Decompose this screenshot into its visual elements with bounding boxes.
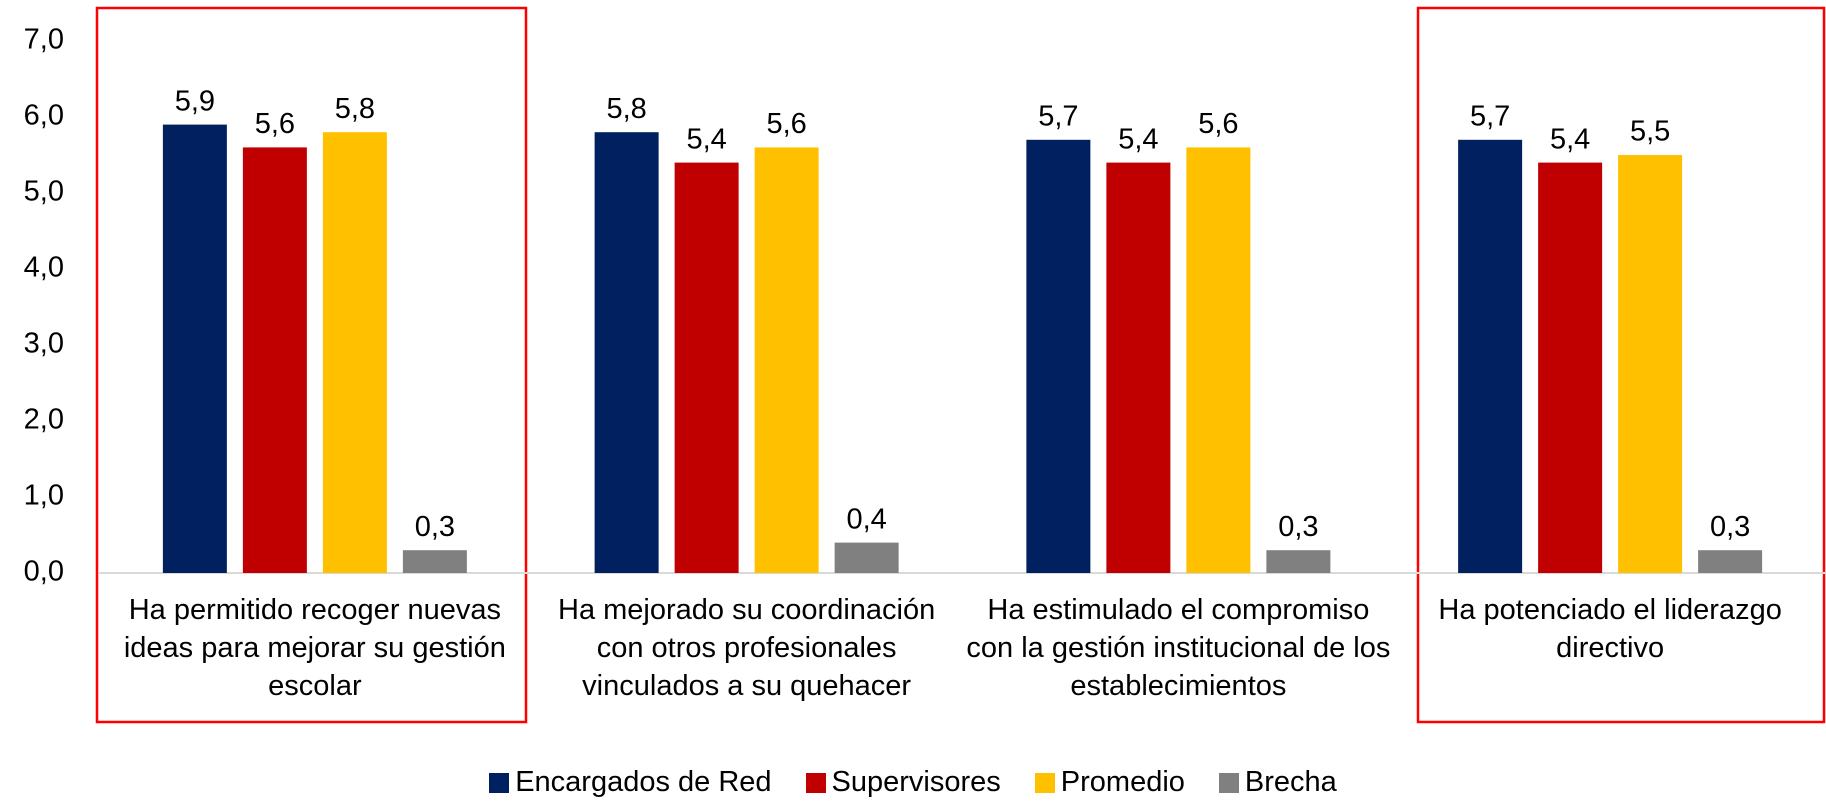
bar [242, 147, 307, 573]
x-tick-label-box: Ha mejorado su coordinación con otros pr… [558, 594, 936, 702]
legend-item: Supervisores [805, 766, 1001, 799]
data-label: 5,9 [175, 85, 215, 117]
data-label: 5,7 [1470, 100, 1510, 132]
y-tick-label: 2,0 [24, 404, 64, 436]
bar [674, 162, 739, 573]
x-tick-label-box: Ha permitido recoger nuevas ideas para m… [123, 594, 506, 702]
data-label: 5,7 [1038, 100, 1078, 132]
legend-swatch [489, 772, 510, 793]
x-tick-label: Ha potenciado el liderazgo directivo [1438, 594, 1782, 664]
data-label: 5,8 [335, 93, 375, 125]
legend-swatch [1218, 772, 1239, 793]
y-tick-label: 7,0 [24, 24, 64, 56]
bar [1186, 147, 1251, 573]
legend-item: Promedio [1034, 766, 1185, 799]
x-tick-label: Ha mejorado su coordinación con otros pr… [558, 594, 936, 702]
highlight-box [1416, 6, 1826, 724]
legend-item: Brecha [1218, 766, 1337, 799]
legend-label: Brecha [1244, 766, 1337, 798]
legend-swatch [1034, 772, 1055, 793]
y-tick-label: 1,0 [24, 480, 64, 512]
x-tick-label: Ha estimulado el compromiso con la gesti… [966, 594, 1391, 702]
x-tick-label-box: Ha estimulado el compromiso con la gesti… [966, 594, 1391, 702]
bar [1698, 550, 1763, 573]
legend-label: Promedio [1060, 766, 1185, 798]
bar [322, 132, 387, 573]
bar [1458, 139, 1523, 574]
data-label: 0,3 [1710, 511, 1750, 543]
y-tick-label: 0,0 [24, 556, 64, 588]
bar [594, 132, 659, 573]
data-label: 5,6 [766, 108, 806, 140]
x-tick-label-box: Ha potenciado el liderazgo directivo [1438, 594, 1782, 664]
data-label: 5,4 [1550, 123, 1590, 155]
bar [1538, 162, 1603, 573]
data-label: 0,3 [1278, 511, 1318, 543]
y-tick-label: 5,0 [24, 176, 64, 208]
bar [1026, 139, 1091, 574]
data-label: 0,3 [415, 511, 455, 543]
data-label: 5,4 [686, 123, 726, 155]
legend-item: Encargados de Red [489, 766, 772, 799]
y-tick-label: 4,0 [24, 252, 64, 284]
data-label: 5,6 [1198, 108, 1238, 140]
legend-label: Encargados de Red [515, 766, 772, 798]
data-label: 0,4 [846, 503, 886, 535]
data-label: 5,8 [606, 93, 646, 125]
y-tick-label: 3,0 [24, 328, 64, 360]
bar [402, 550, 467, 573]
legend: Encargados de Red Supervisores Promedio Bre… [0, 766, 1826, 799]
y-tick-label: 6,0 [24, 100, 64, 132]
bar [1106, 162, 1171, 573]
bar [1618, 155, 1683, 573]
x-tick-label: Ha permitido recoger nuevas ideas para m… [123, 594, 506, 702]
highlight-box [95, 6, 528, 724]
legend-swatch [805, 772, 826, 793]
bar [754, 147, 819, 573]
data-label: 5,5 [1630, 116, 1670, 148]
data-label: 5,4 [1118, 123, 1158, 155]
legend-label: Supervisores [831, 766, 1001, 798]
bar [834, 542, 899, 573]
bar [1266, 550, 1331, 573]
data-label: 5,6 [255, 108, 295, 140]
bar [162, 124, 227, 573]
